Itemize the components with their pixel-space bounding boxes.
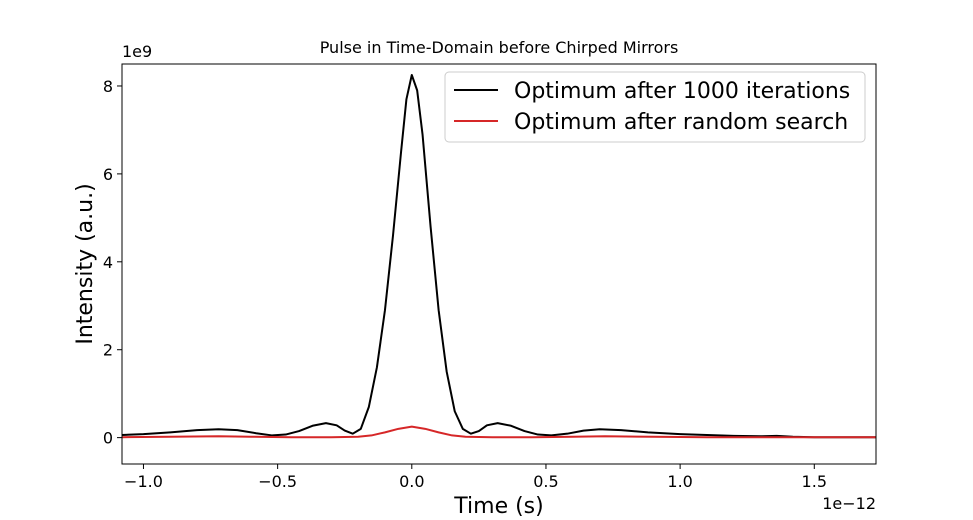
x-tick-label: 1.0	[667, 472, 692, 491]
legend-label-series-0: Optimum after 1000 iterations	[514, 79, 850, 104]
legend-label-series-1: Optimum after random search	[514, 110, 848, 135]
x-axis-label: Time (s)	[453, 494, 543, 519]
x-offset-text: 1e−12	[822, 494, 876, 513]
x-tick-label: 0.5	[533, 472, 558, 491]
plot-lines	[121, 73, 876, 439]
legend-box	[444, 71, 866, 143]
series-line-0	[121, 73, 876, 439]
y-axis-label: Intensity (a.u.)	[73, 183, 98, 344]
chart-title: Pulse in Time-Domain before Chirped Mirr…	[320, 38, 679, 57]
y-offset-text: 1e9	[122, 42, 152, 61]
x-tick-label: 1.5	[802, 472, 827, 491]
y-tick-label: 6	[103, 165, 113, 184]
y-tick-label: 0	[103, 429, 113, 448]
x-tick-label: 0.0	[399, 472, 424, 491]
y-tick-label: 4	[103, 253, 113, 272]
y-ticks: 0 2 4 6 8	[103, 77, 122, 448]
x-tick-label: −0.5	[258, 472, 297, 491]
plot-frame	[121, 63, 877, 465]
x-tick-label: −1.0	[124, 472, 163, 491]
y-tick-label: 8	[103, 77, 113, 96]
y-tick-label: 2	[103, 341, 113, 360]
x-ticks: −1.0 −0.5 0.0 0.5 1.0 1.5	[124, 464, 827, 491]
legend: Optimum after 1000 iterations Optimum af…	[444, 71, 866, 143]
series-line-1	[121, 425, 876, 439]
